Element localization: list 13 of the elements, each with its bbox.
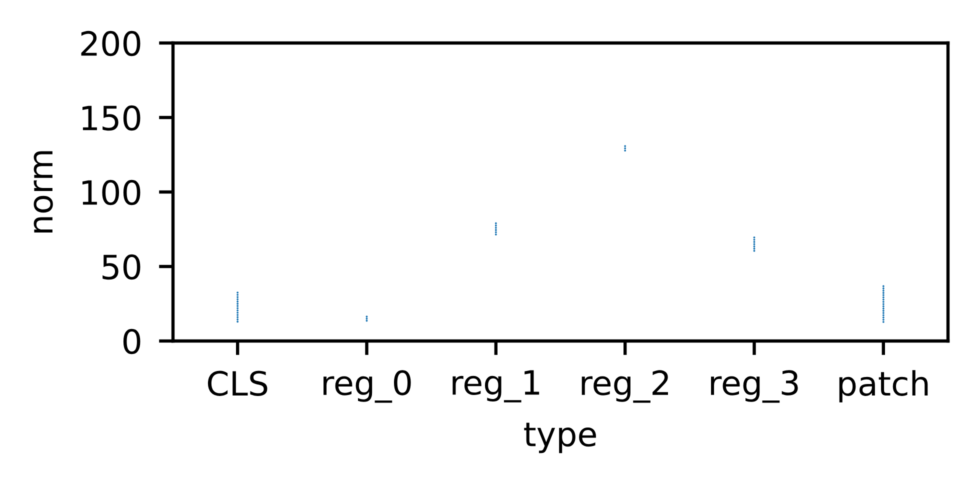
y-tick-label: 100 [82,180,140,206]
x-tick-label: reg_1 [452,370,540,402]
x-axis-title: type [524,422,596,454]
x-tick-label: reg_3 [711,370,798,403]
y-tick-label: 0 [123,328,140,354]
y-axis-title: norm [34,151,53,233]
x-tick-label: CLS [208,370,268,396]
y-tick-label: 150 [82,105,140,131]
y-tick-label: 50 [102,254,140,280]
x-tick-label: patch [839,370,928,402]
x-tick-label: reg_2 [582,370,668,403]
x-tick-label: reg_0 [324,370,411,403]
y-tick-label: 200 [81,30,140,56]
